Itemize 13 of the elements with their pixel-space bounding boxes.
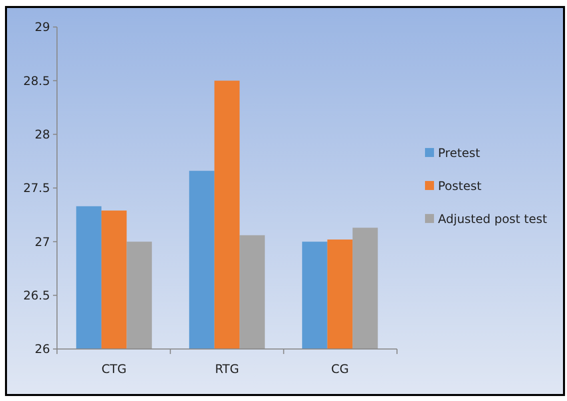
legend-label: Postest — [438, 179, 482, 194]
y-tick-label: 28.5 — [23, 74, 50, 88]
y-tick-label: 29 — [34, 20, 50, 34]
y-tick-label: 27.5 — [23, 181, 50, 196]
x-tick-label: RTG — [214, 362, 240, 376]
x-tick-label: CG — [331, 362, 349, 376]
legend-label: Adjusted post test — [438, 212, 548, 226]
y-tick-label: 26.5 — [23, 288, 50, 303]
legend-label: Pretest — [438, 146, 480, 160]
y-tick-label: 28 — [34, 128, 50, 142]
y-tick-label: 27 — [34, 234, 50, 249]
x-tick-label: CTG — [102, 362, 127, 376]
y-tick-label: 26 — [34, 342, 50, 356]
